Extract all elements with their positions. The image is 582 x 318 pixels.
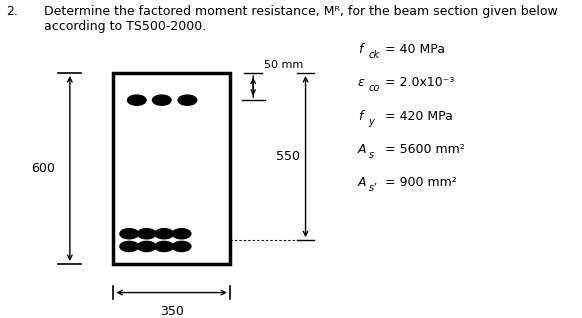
Text: = 2.0x10⁻³: = 2.0x10⁻³ [385, 76, 454, 89]
Bar [113, 73, 230, 264]
Text: 550: 550 [276, 150, 300, 163]
Circle shape [137, 241, 156, 252]
Text: f: f [358, 43, 363, 56]
Text: y: y [368, 117, 374, 127]
Text: 600: 600 [31, 162, 55, 175]
Text: ε: ε [358, 76, 365, 89]
Text: s’: s’ [368, 183, 377, 193]
Text: s: s [368, 150, 374, 160]
Circle shape [155, 241, 173, 252]
Text: = 900 mm²: = 900 mm² [385, 176, 456, 190]
Text: Determine the factored moment resistance, Mᴿ, for the beam section given below
a: Determine the factored moment resistance… [44, 5, 558, 33]
Circle shape [152, 95, 171, 105]
Text: f: f [358, 110, 363, 123]
Text: A: A [358, 176, 367, 190]
Text: A: A [358, 143, 367, 156]
Text: = 420 MPa: = 420 MPa [385, 110, 453, 123]
Text: 50 mm: 50 mm [264, 60, 303, 70]
Circle shape [120, 229, 139, 239]
Text: = 5600 mm²: = 5600 mm² [385, 143, 464, 156]
Circle shape [172, 229, 191, 239]
Text: 350: 350 [159, 305, 184, 318]
Text: = 40 MPa: = 40 MPa [385, 43, 445, 56]
Circle shape [155, 229, 173, 239]
Text: 2.: 2. [6, 5, 17, 18]
Circle shape [120, 241, 139, 252]
Circle shape [137, 229, 156, 239]
Circle shape [127, 95, 146, 105]
Circle shape [178, 95, 197, 105]
Text: co: co [368, 83, 380, 93]
Text: ck: ck [368, 50, 379, 60]
Circle shape [172, 241, 191, 252]
